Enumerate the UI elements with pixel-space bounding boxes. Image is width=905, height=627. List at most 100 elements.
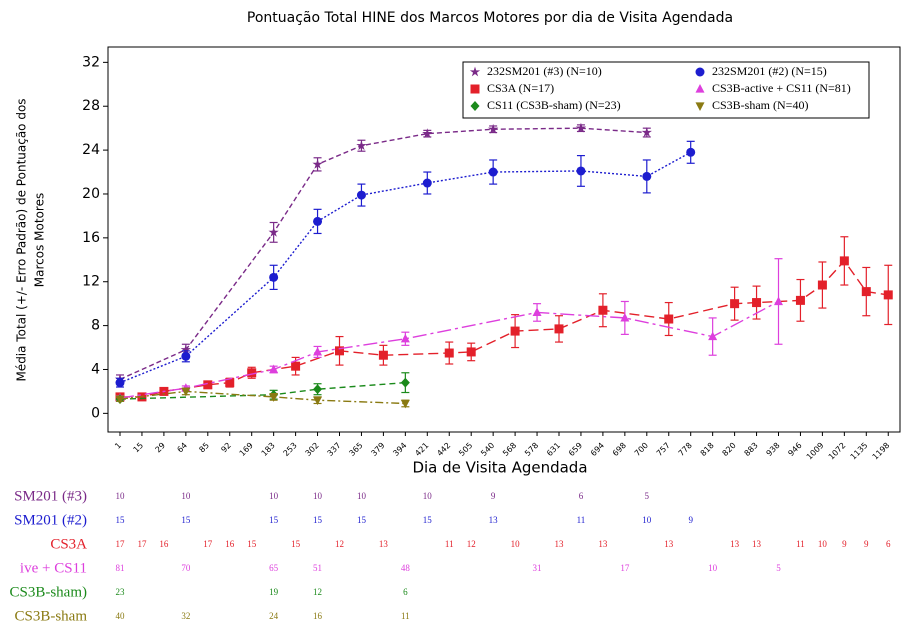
table-row-label: SM201 (#2) [14, 512, 87, 528]
table-count: 32 [181, 611, 190, 621]
table-count: 16 [313, 611, 323, 621]
table-count: 12 [313, 587, 322, 597]
series-line [120, 259, 889, 398]
table-count: 13 [730, 539, 740, 549]
legend-label: CS3A (N=17) [487, 81, 554, 95]
x-tick-label: 1072 [827, 441, 848, 462]
table-row-label: ive + CS11 [20, 560, 87, 576]
marker [180, 344, 191, 355]
marker [641, 127, 652, 137]
marker [247, 368, 257, 378]
x-tick-label: 883 [743, 441, 760, 458]
series-line [119, 151, 692, 384]
marker [695, 84, 705, 93]
table-count: 13 [555, 539, 565, 549]
marker [225, 378, 235, 388]
x-tick-label: 700 [633, 441, 650, 458]
marker [400, 333, 410, 343]
x-tick-label: 1009 [805, 441, 826, 462]
table-count: 19 [269, 587, 279, 597]
series-line [119, 381, 406, 400]
table-row-label: CS3B-sham) [9, 584, 87, 600]
marker [400, 399, 410, 409]
y-axis-label-line: Marcos Motores [33, 193, 47, 287]
marker [269, 393, 279, 402]
x-tick-label: 365 [347, 441, 364, 458]
marker [269, 364, 279, 374]
marker [774, 296, 783, 306]
marker [313, 396, 323, 406]
table-count: 10 [313, 491, 323, 501]
marker [598, 305, 608, 315]
table-count: 10 [357, 491, 367, 501]
marker [488, 123, 499, 134]
table-count: 15 [313, 515, 323, 525]
table-count: 9 [842, 539, 847, 549]
y-tick-label: 16 [82, 230, 100, 246]
table-count: 10 [511, 539, 521, 549]
y-tick-label: 0 [91, 405, 100, 421]
x-tick-label: 379 [369, 441, 386, 458]
y-tick-label: 32 [82, 54, 100, 70]
marker [839, 256, 849, 266]
x-tick-label: 253 [282, 441, 299, 458]
x-tick-label: 1135 [849, 441, 870, 462]
marker [817, 280, 827, 290]
table-count: 70 [181, 563, 191, 573]
table-count: 48 [401, 563, 411, 573]
table-count: 13 [489, 515, 499, 525]
table-count: 15 [181, 515, 191, 525]
y-tick-label: 8 [91, 318, 100, 334]
marker [356, 140, 367, 151]
x-tick-label: 568 [501, 441, 518, 458]
table-count: 81 [116, 563, 125, 573]
table-count: 11 [796, 539, 805, 549]
x-tick-label: 698 [611, 441, 628, 458]
marker [356, 190, 366, 200]
table-count: 31 [533, 563, 542, 573]
table-count: 17 [116, 539, 126, 549]
legend-label: 232SM201 (#3) (N=10) [487, 64, 602, 78]
marker [576, 166, 586, 176]
marker [883, 290, 893, 300]
table-count: 24 [269, 611, 279, 621]
marker [752, 298, 762, 308]
x-tick-label: 694 [589, 441, 606, 458]
marker [181, 351, 191, 361]
table-count: 17 [137, 539, 147, 549]
table-count: 6 [886, 539, 891, 549]
marker [181, 387, 191, 397]
table-count: 17 [620, 563, 630, 573]
marker [686, 147, 696, 157]
marker [642, 171, 652, 181]
marker [620, 312, 630, 322]
y-tick-label: 28 [82, 98, 100, 114]
table-count: 6 [403, 587, 408, 597]
table-count: 11 [577, 515, 586, 525]
marker [422, 178, 432, 188]
table-count: 16 [225, 539, 235, 549]
x-tick-label: 64 [175, 441, 189, 455]
marker [575, 122, 587, 133]
y-tick-label: 12 [82, 274, 100, 290]
table-count: 13 [752, 539, 762, 549]
table-count: 10 [116, 491, 126, 501]
table-count: 65 [269, 563, 279, 573]
table-count: 9 [688, 515, 693, 525]
marker [115, 395, 125, 405]
legend-label: CS3B-sham (N=40) [712, 98, 808, 112]
legend-label: CS11 (CS3B-sham) (N=23) [487, 98, 621, 112]
x-tick-label: 540 [479, 441, 496, 458]
marker [532, 307, 542, 317]
y-tick-label: 20 [82, 186, 100, 202]
table-count: 15 [116, 515, 126, 525]
table-count: 12 [467, 539, 476, 549]
marker [488, 167, 498, 177]
x-tick-label: 15 [132, 441, 146, 455]
table-count: 40 [116, 611, 126, 621]
table-count: 17 [203, 539, 213, 549]
marker [335, 346, 344, 356]
marker [291, 361, 301, 371]
table-count: 15 [269, 515, 279, 525]
